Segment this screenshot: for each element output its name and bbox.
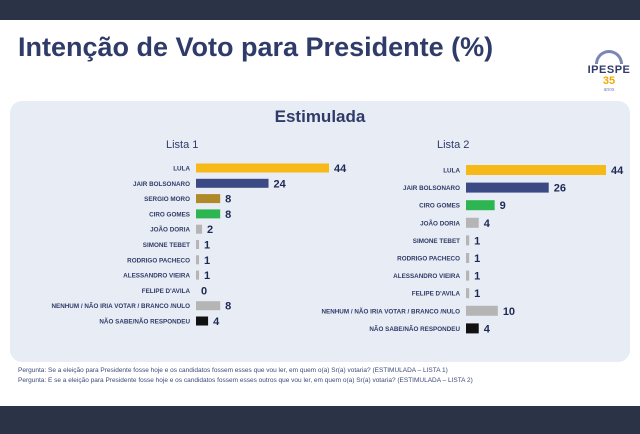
chart-1-value-label: 4 bbox=[213, 316, 220, 328]
chart-2-bar bbox=[466, 200, 495, 211]
chart-2-category-label: NÃO SABE/NÃO RESPONDEU bbox=[369, 324, 460, 333]
chart-2-category-label: RODRIGO PACHECO bbox=[397, 256, 460, 263]
chart-1-category-label: JAIR BOLSONARO bbox=[133, 181, 190, 188]
logo-tagline: anos bbox=[603, 87, 615, 93]
chart-1-category-label: NÃO SABE/NÃO RESPONDEU bbox=[99, 317, 190, 326]
footnote-lista-2: Pergunta: E se a eleição para Presidente… bbox=[18, 377, 473, 384]
chart-1-value-label: 1 bbox=[204, 255, 210, 267]
chart-2-bar bbox=[466, 165, 606, 175]
chart-1-bar bbox=[196, 178, 269, 188]
chart-1-bar bbox=[196, 270, 200, 280]
chart-1-value-label: 0 bbox=[201, 285, 207, 297]
chart-2-value-label: 26 bbox=[554, 183, 566, 195]
chart-2-category-label: FELIPE D'AVILA bbox=[412, 291, 461, 298]
chart-2-value-label: 9 bbox=[500, 200, 506, 212]
chart-1-value-label: 8 bbox=[225, 194, 231, 206]
chart-1-bar bbox=[196, 163, 329, 173]
chart-2-category-label: JOÃO DORIA bbox=[420, 218, 460, 227]
chart-2-title: Lista 2 bbox=[437, 139, 469, 151]
logo-number: 35 bbox=[602, 75, 616, 87]
footnote-lista-1: Pergunta: Se a eleição para Presidente f… bbox=[18, 367, 448, 374]
chart-1-category-label: CIRO GOMES bbox=[149, 211, 190, 218]
chart-1-value-label: 1 bbox=[204, 270, 210, 282]
chart-2-bar bbox=[466, 235, 470, 246]
chart-2-bar bbox=[466, 305, 498, 316]
chart-1-title: Lista 1 bbox=[166, 139, 198, 151]
footnotes: Pergunta: Se a eleição para Presidente f… bbox=[18, 366, 473, 386]
chart-1-value-label: 2 bbox=[207, 224, 213, 236]
chart-2-bar bbox=[466, 270, 470, 281]
chart-1-bar bbox=[196, 224, 203, 234]
chart-1-bar bbox=[196, 209, 221, 219]
chart-1-value-label: 8 bbox=[225, 301, 231, 313]
chart-1-value-label: 8 bbox=[225, 209, 231, 221]
chart-2-value-label: 4 bbox=[484, 218, 491, 230]
chart-subtitle: Estimulada bbox=[274, 107, 366, 126]
logo-name: IPESPE bbox=[587, 64, 631, 76]
chart-1-category-label: NENHUM / NÃO IRIA VOTAR / BRANCO /NULO bbox=[51, 301, 190, 310]
chart-1-value-label: 44 bbox=[334, 163, 347, 175]
chart-2-value-label: 10 bbox=[503, 306, 515, 318]
chart-2-bar bbox=[466, 323, 479, 334]
page-title: Intenção de Voto para Presidente (%) bbox=[18, 32, 494, 62]
chart-1-bar bbox=[196, 316, 209, 326]
top-band bbox=[0, 0, 640, 20]
chart-2-bar bbox=[466, 217, 479, 228]
chart-2-category-label: ALESSANDRO VIEIRA bbox=[393, 273, 460, 280]
chart-1-value-label: 24 bbox=[274, 178, 287, 190]
chart-2-category-label: NENHUM / NÃO IRIA VOTAR / BRANCO /NULO bbox=[321, 306, 460, 315]
chart-2-value-label: 1 bbox=[474, 235, 480, 247]
chart-2-category-label: SIMONE TEBET bbox=[413, 238, 460, 245]
logo-arc-icon bbox=[595, 50, 623, 64]
chart-2-value-label: 1 bbox=[474, 253, 480, 265]
chart-1-category-label: RODRIGO PACHECO bbox=[127, 257, 190, 264]
chart-1-bar bbox=[196, 255, 200, 265]
chart-1-category-label: SERGIO MORO bbox=[144, 196, 190, 203]
chart-2-category-label: JAIR BOLSONARO bbox=[403, 185, 460, 192]
chart-2-bar bbox=[466, 288, 470, 299]
chart-1-category-label: FELIPE D'AVILA bbox=[142, 288, 191, 295]
chart-2-value-label: 1 bbox=[474, 271, 480, 283]
chart-1-bar bbox=[196, 301, 221, 311]
ipespe-logo: IPESPE 35 anos bbox=[586, 50, 632, 93]
chart-1-category-label: ALESSANDRO VIEIRA bbox=[123, 273, 190, 280]
chart-1-value-label: 1 bbox=[204, 240, 210, 252]
chart-2-value-label: 1 bbox=[474, 288, 480, 300]
chart-1-bar bbox=[196, 194, 221, 204]
chart-2-bar bbox=[466, 182, 549, 193]
chart-1-bar bbox=[196, 240, 200, 249]
chart-2-value-label: 44 bbox=[611, 165, 624, 177]
chart-1-category-label: JOÃO DORIA bbox=[150, 225, 190, 234]
chart-panel bbox=[10, 101, 630, 362]
chart-2-value-label: 4 bbox=[484, 323, 491, 335]
chart-2-category-label: CIRO GOMES bbox=[419, 203, 460, 210]
chart-1-category-label: SIMONE TEBET bbox=[143, 242, 190, 249]
chart-2-category-label: LULA bbox=[443, 168, 460, 175]
chart-2-bar bbox=[466, 253, 470, 263]
bottom-band bbox=[0, 406, 640, 434]
chart-1-category-label: LULA bbox=[173, 166, 190, 173]
